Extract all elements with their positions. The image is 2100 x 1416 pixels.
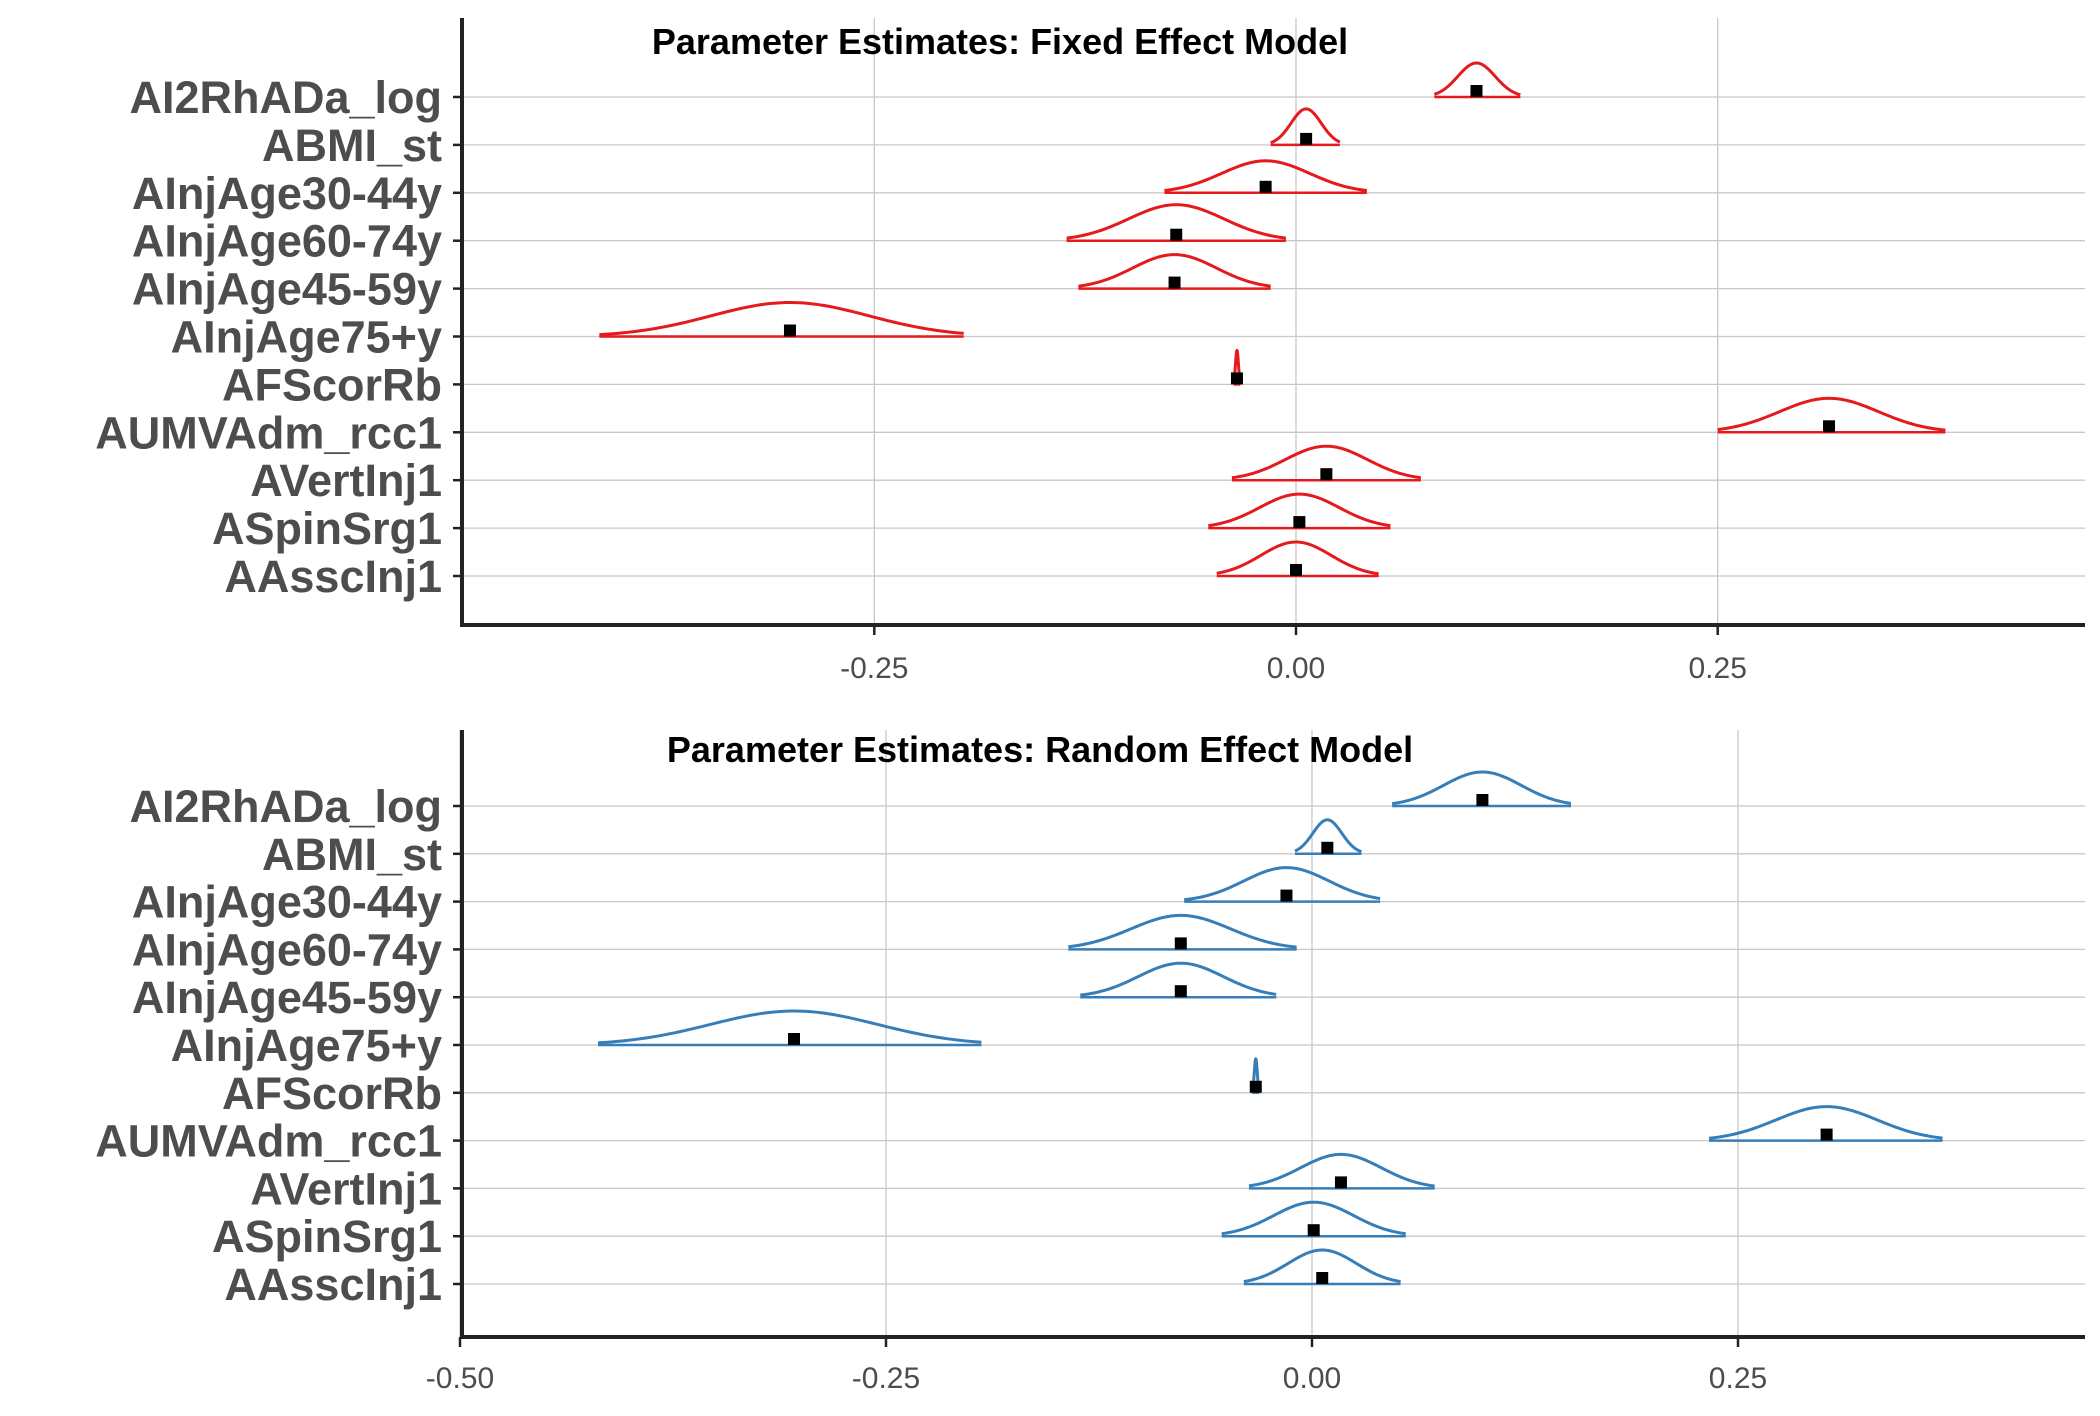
y-tick-label: AInjAge75+y — [171, 312, 442, 363]
density-curve — [1164, 159, 1368, 193]
density-curve — [599, 301, 964, 337]
chart-title: Parameter Estimates: Random Effect Model — [667, 729, 1413, 770]
density-curve — [1433, 61, 1521, 97]
density-curve — [1294, 818, 1363, 854]
x-tick-label: -0.25 — [840, 652, 908, 685]
density-curve — [1231, 444, 1422, 480]
point-estimate-marker — [1290, 564, 1302, 576]
point-estimate-marker — [1334, 1176, 1347, 1189]
x-tick-label: 0.25 — [1689, 652, 1747, 685]
y-tick-label: AInjAge45-59y — [132, 972, 442, 1023]
point-estimate-marker — [1321, 841, 1334, 854]
density-curve — [597, 1009, 982, 1045]
y-tick-label: ASpinSrg1 — [212, 503, 442, 554]
density-curve — [1248, 1152, 1435, 1188]
y-tick-label: AFScorRb — [222, 359, 442, 410]
point-estimate-marker — [787, 1033, 800, 1045]
point-estimate-marker — [1293, 516, 1306, 529]
point-estimate-marker — [1316, 1272, 1329, 1284]
x-tick-label: 0.25 — [1709, 1362, 1767, 1395]
point-estimate-marker — [1307, 1224, 1320, 1237]
point-estimate-marker — [1320, 468, 1333, 481]
y-tick-label: AVertInj1 — [250, 1163, 442, 1214]
density-curve — [1717, 396, 1946, 432]
y-tick-label: AI2RhADa_log — [129, 781, 442, 832]
y-tick-label: AInjAge60-74y — [132, 216, 442, 267]
point-estimate-marker — [1168, 276, 1181, 289]
point-estimate-marker — [1230, 372, 1243, 385]
y-tick-label: AFScorRb — [222, 1068, 442, 1119]
x-tick-label: -0.25 — [852, 1362, 920, 1395]
density-curve — [1068, 913, 1297, 949]
point-estimate-marker — [1470, 85, 1483, 97]
x-tick-label: -0.50 — [426, 1362, 494, 1395]
density-curve — [1708, 1105, 1943, 1140]
point-estimate-marker — [1174, 937, 1187, 950]
y-tick-label: AInjAge75+y — [171, 1020, 442, 1071]
y-tick-label: AI2RhADa_log — [129, 72, 442, 123]
density-curve — [1080, 961, 1277, 997]
density-curve — [1391, 770, 1572, 806]
y-tick-label: AAsscInj1 — [224, 551, 442, 602]
y-tick-label: ABMI_st — [262, 120, 442, 171]
panel-fixed-effect: AI2RhADa_logABMI_stAInjAge30-44yAInjAge6… — [95, 18, 2085, 685]
density-curve — [1184, 866, 1381, 902]
point-estimate-marker — [1476, 794, 1489, 806]
y-tick-label: AInjAge45-59y — [132, 264, 442, 315]
x-tick-label: 0.00 — [1283, 1362, 1341, 1395]
density-curve — [1221, 1200, 1406, 1236]
x-tick-label: 0.00 — [1267, 652, 1325, 685]
point-estimate-marker — [1823, 420, 1836, 433]
y-tick-label: AAsscInj1 — [224, 1259, 442, 1310]
chart-title: Parameter Estimates: Fixed Effect Model — [652, 21, 1348, 62]
density-curve — [1078, 253, 1271, 288]
point-estimate-marker — [1249, 1080, 1262, 1093]
point-estimate-marker — [783, 324, 796, 337]
y-tick-label: ABMI_st — [262, 829, 442, 880]
point-estimate-marker — [1174, 985, 1187, 998]
y-tick-label: AUMVAdm_rcc1 — [95, 1116, 442, 1167]
density-curve — [1208, 492, 1391, 528]
panel-random-effect: AI2RhADa_logABMI_stAInjAge30-44yAInjAge6… — [95, 729, 2085, 1395]
point-estimate-marker — [1170, 228, 1183, 241]
y-tick-label: AInjAge30-44y — [132, 168, 442, 219]
point-estimate-marker — [1280, 889, 1293, 902]
point-estimate-marker — [1259, 180, 1272, 193]
density-curve — [1270, 107, 1341, 145]
density-curve — [1066, 203, 1287, 240]
density-curve — [1216, 540, 1379, 576]
density-curve — [1243, 1248, 1401, 1284]
point-estimate-marker — [1300, 132, 1313, 145]
y-tick-label: AInjAge30-44y — [132, 877, 442, 928]
y-tick-label: AUMVAdm_rcc1 — [95, 407, 442, 458]
y-tick-label: AInjAge60-74y — [132, 924, 442, 975]
y-tick-label: AVertInj1 — [250, 455, 442, 506]
y-tick-label: ASpinSrg1 — [212, 1211, 442, 1262]
point-estimate-marker — [1820, 1128, 1833, 1141]
